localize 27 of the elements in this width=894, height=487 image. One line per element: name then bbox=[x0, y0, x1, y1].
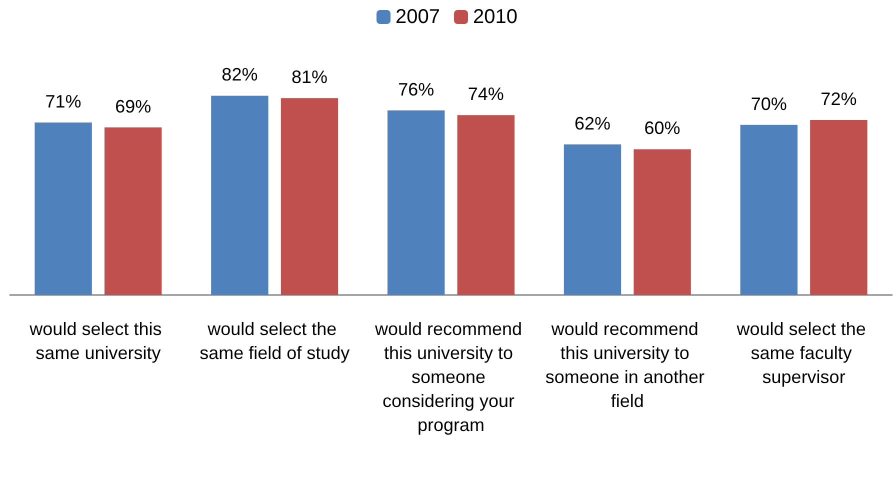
bar bbox=[810, 120, 868, 295]
x-tick-label: would recommend this university to someone considering your program bbox=[374, 319, 528, 435]
legend-label: 2010 bbox=[473, 6, 518, 28]
data-label: 72% bbox=[820, 89, 857, 110]
bar bbox=[211, 96, 268, 295]
x-tick-label: would select this same university bbox=[28, 319, 167, 363]
bar bbox=[634, 149, 691, 295]
data-label: 69% bbox=[115, 96, 152, 116]
x-tick-label: would select the same faculty supervisor bbox=[736, 319, 871, 387]
bar bbox=[740, 124, 798, 295]
bar bbox=[564, 144, 622, 295]
bar bbox=[457, 115, 515, 295]
legend-label: 2007 bbox=[396, 6, 440, 28]
data-label: 60% bbox=[644, 118, 680, 138]
data-label: 62% bbox=[574, 113, 611, 134]
data-label: 81% bbox=[291, 67, 328, 88]
data-label: 82% bbox=[222, 64, 258, 85]
bar bbox=[387, 110, 445, 295]
data-label: 76% bbox=[398, 79, 434, 100]
bar bbox=[104, 127, 162, 295]
data-label: 70% bbox=[750, 94, 787, 114]
bar bbox=[34, 122, 92, 295]
data-label: 74% bbox=[468, 84, 504, 104]
x-tick-label: would recommend this university to someone in another field bbox=[545, 319, 710, 411]
data-label: 71% bbox=[45, 91, 82, 112]
bar bbox=[280, 98, 338, 295]
x-tick-label: would select the same field of study bbox=[200, 319, 350, 363]
